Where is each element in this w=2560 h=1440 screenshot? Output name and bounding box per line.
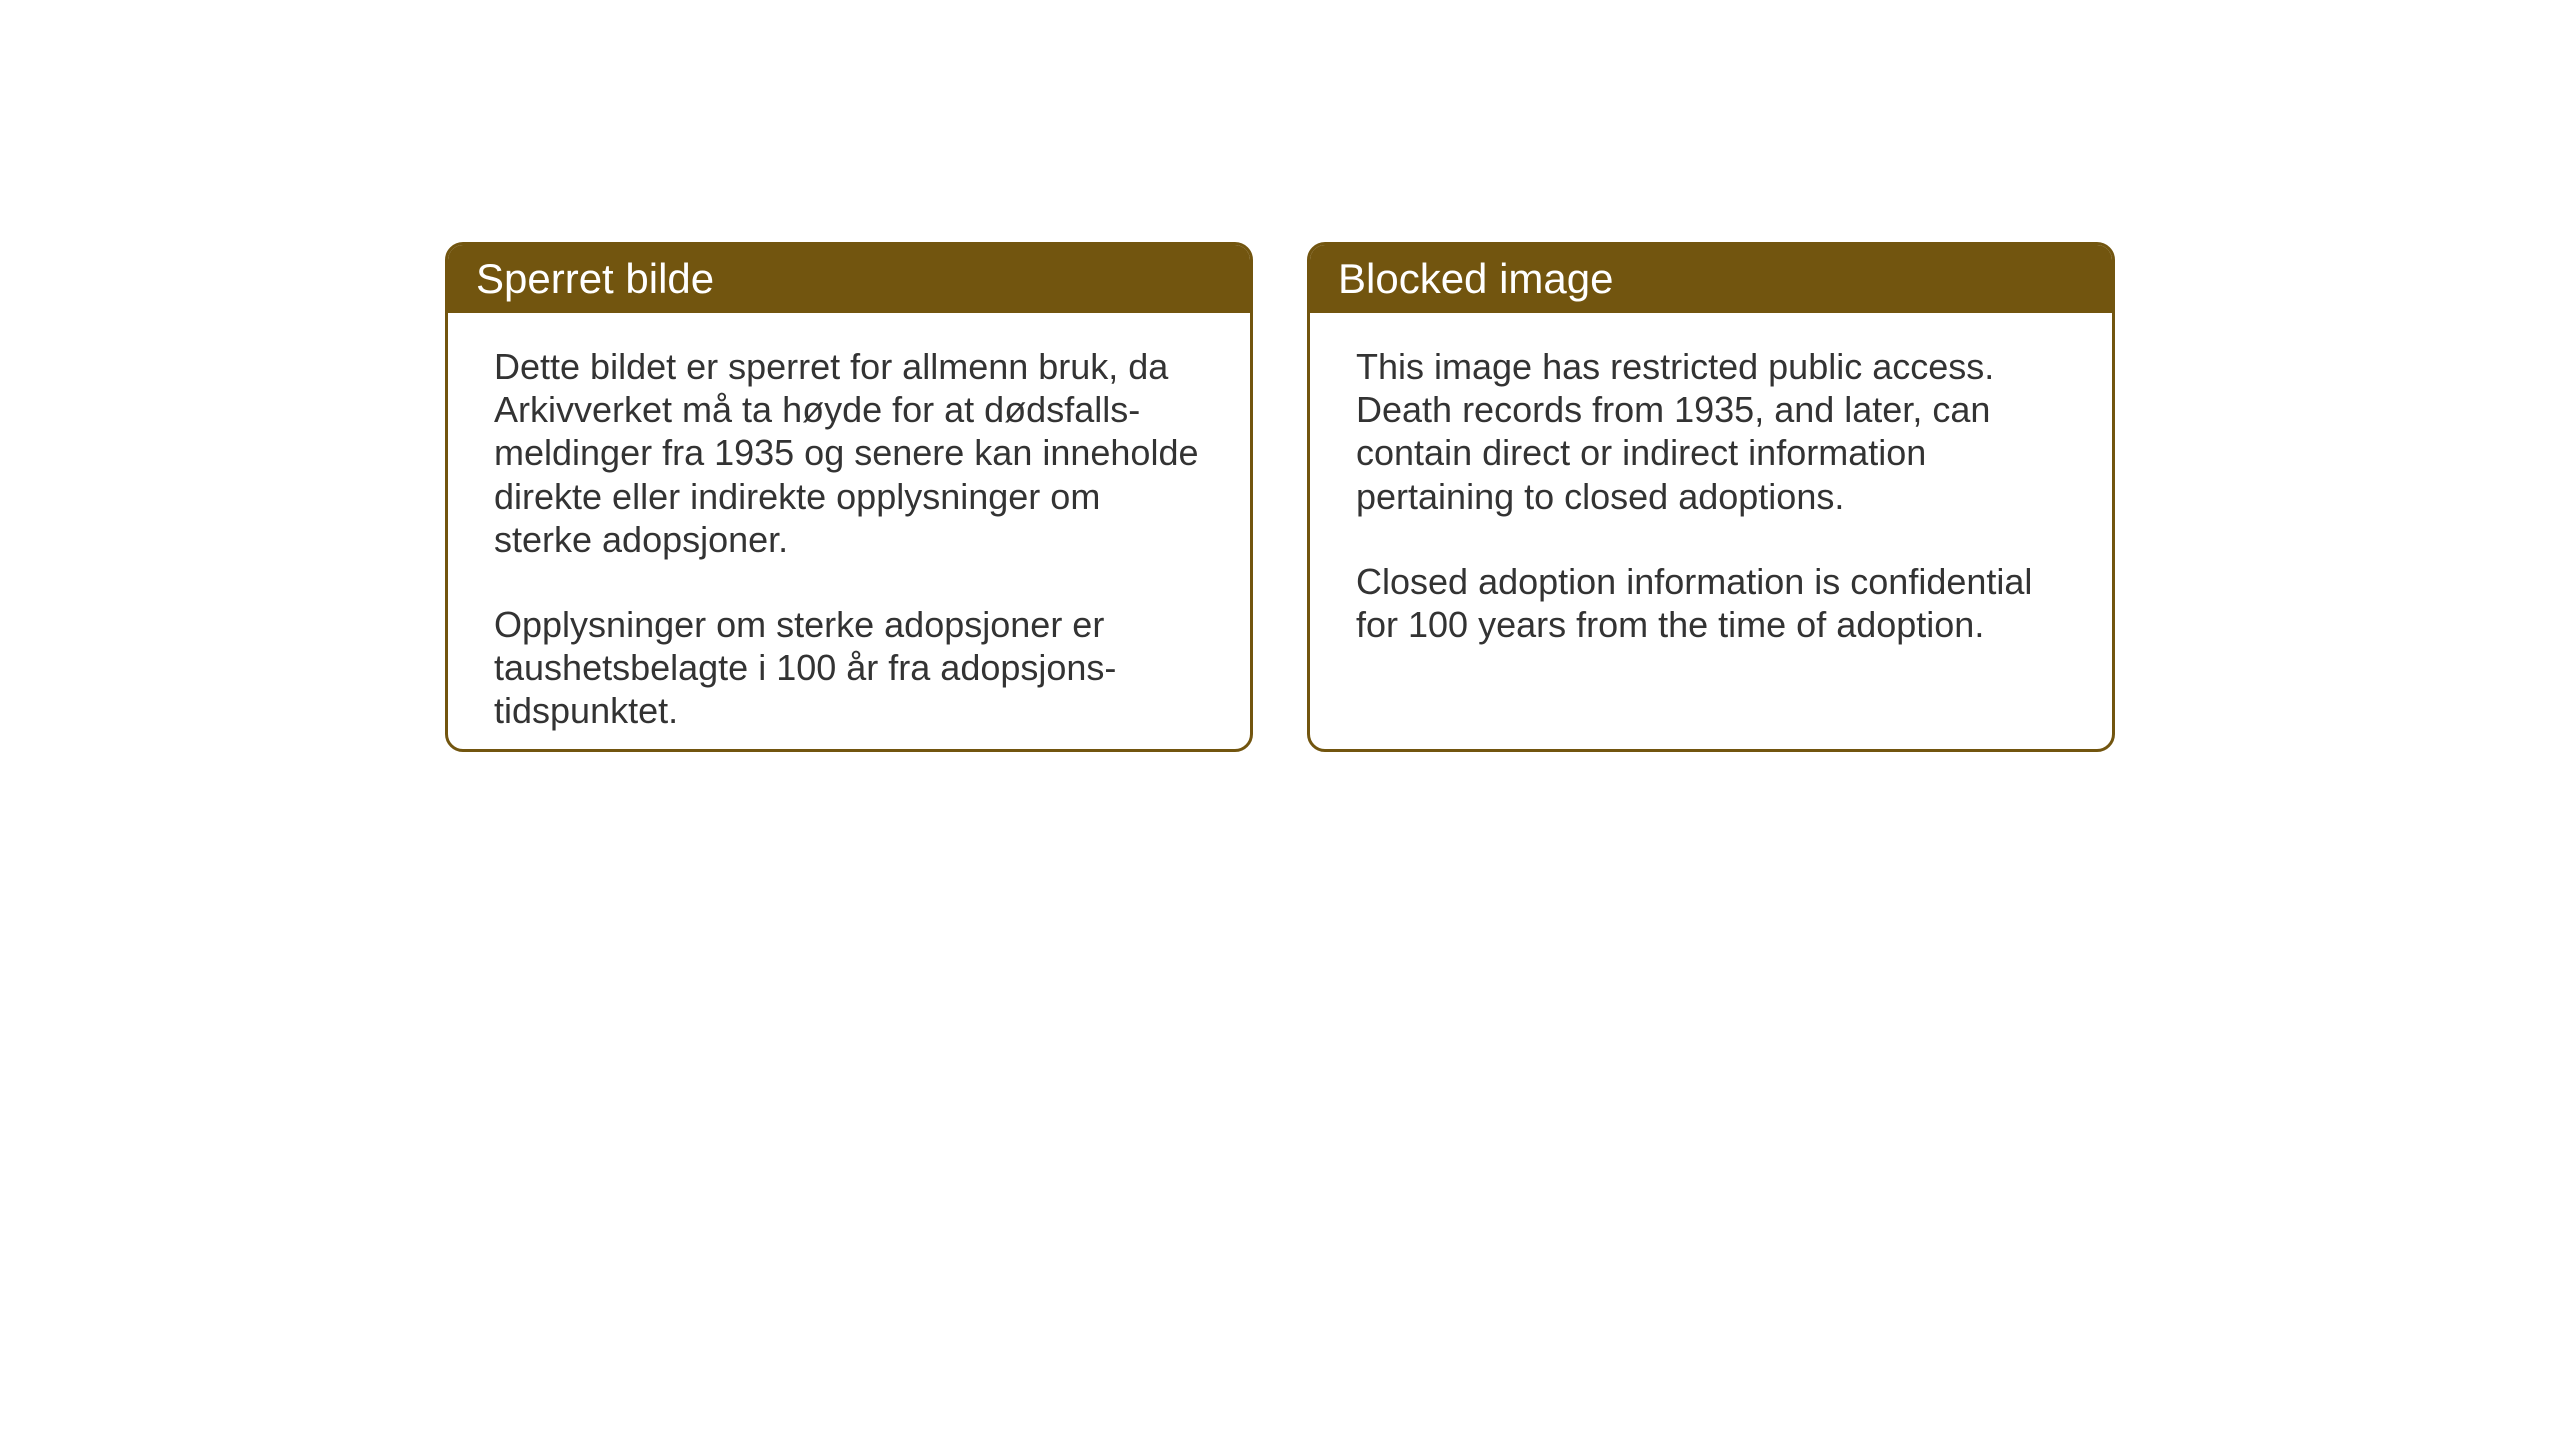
card-title-english: Blocked image [1338, 255, 1613, 302]
card-paragraph1-english: This image has restricted public access.… [1356, 345, 2066, 518]
card-header-english: Blocked image [1310, 245, 2112, 313]
card-body-english: This image has restricted public access.… [1310, 313, 2112, 678]
card-english: Blocked image This image has restricted … [1307, 242, 2115, 752]
cards-container: Sperret bilde Dette bildet er sperret fo… [445, 242, 2115, 752]
card-title-norwegian: Sperret bilde [476, 255, 714, 302]
card-paragraph2-english: Closed adoption information is confident… [1356, 560, 2066, 646]
card-body-norwegian: Dette bildet er sperret for allmenn bruk… [448, 313, 1250, 752]
card-paragraph2-norwegian: Opplysninger om sterke adopsjoner er tau… [494, 603, 1204, 733]
card-header-norwegian: Sperret bilde [448, 245, 1250, 313]
card-paragraph1-norwegian: Dette bildet er sperret for allmenn bruk… [494, 345, 1204, 561]
card-norwegian: Sperret bilde Dette bildet er sperret fo… [445, 242, 1253, 752]
